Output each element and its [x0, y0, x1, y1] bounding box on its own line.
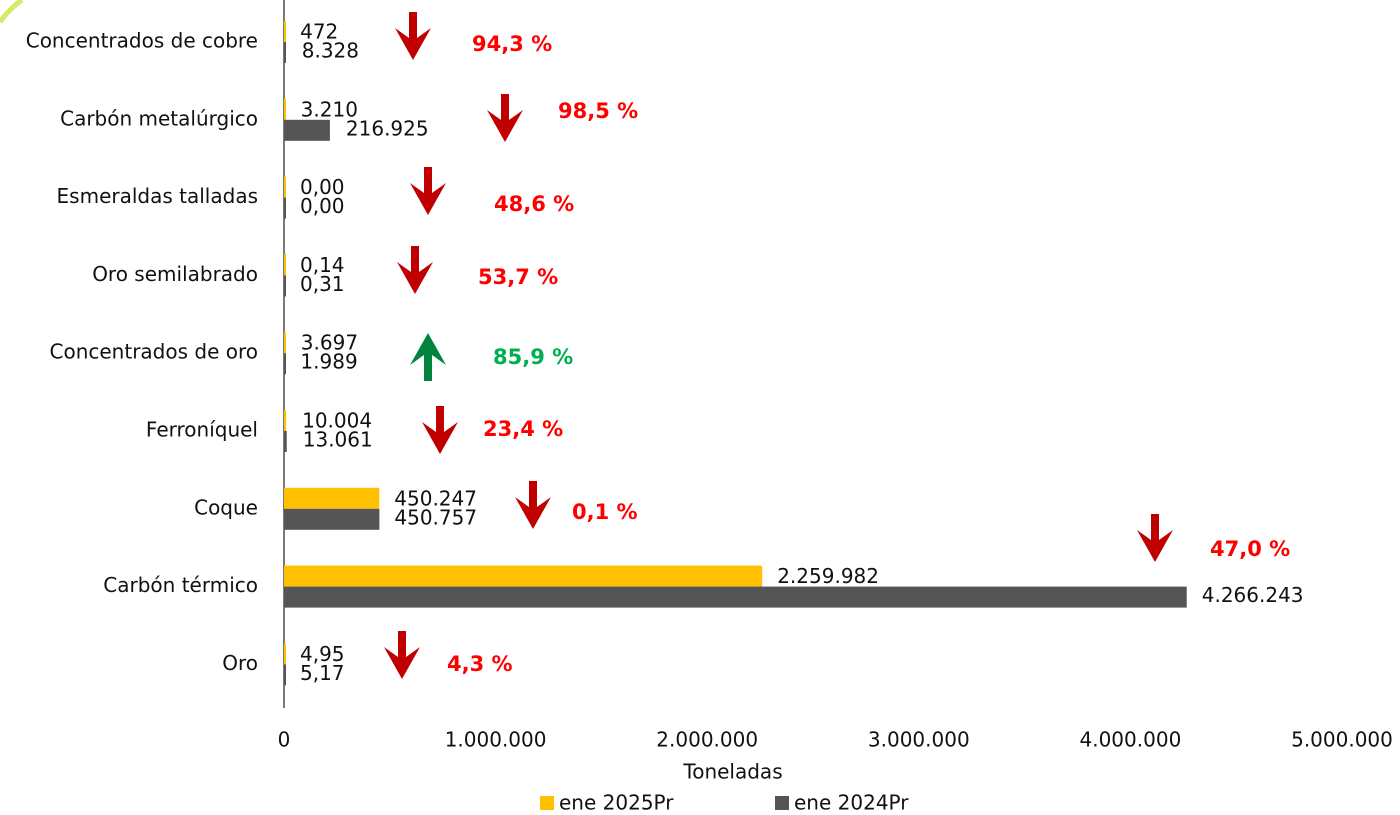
bar: [284, 643, 286, 665]
percent-change: 47,0 %: [1210, 537, 1290, 561]
corner-decoration: [0, 0, 24, 24]
bar: [284, 119, 330, 141]
trend-arrow: [410, 333, 446, 381]
y-tick-label: Oro semilabrado: [92, 262, 258, 286]
value-label: 4.266.243: [1202, 583, 1304, 607]
legend-swatch: [540, 796, 554, 810]
trend-arrow: [422, 406, 458, 454]
percent-change: 48,6 %: [494, 192, 574, 216]
percent-change: 4,3 %: [447, 652, 513, 676]
bar: [284, 42, 286, 63]
y-tick-label: Oro: [222, 651, 258, 675]
bar: [284, 586, 1187, 608]
bar: [284, 176, 286, 198]
bar: [284, 487, 380, 509]
percent-change: 53,7 %: [478, 265, 558, 289]
bar: [284, 21, 286, 42]
x-tick-label: 4.000.000: [1080, 728, 1182, 752]
value-label: 3.697: [301, 331, 358, 355]
value-label: 0,00: [300, 175, 345, 199]
trend-arrow: [410, 167, 446, 215]
percent-change: 94,3 %: [472, 32, 552, 56]
legend-swatch: [775, 796, 789, 810]
percent-change: 98,5 %: [558, 99, 638, 123]
value-label: 0,14: [300, 253, 345, 277]
bar: [284, 353, 286, 375]
trend-arrow: [487, 94, 523, 142]
trend-arrow: [1137, 514, 1173, 562]
y-tick-label: Carbón térmico: [103, 573, 258, 597]
value-label: 216.925: [346, 116, 429, 140]
trend-arrow: [395, 12, 431, 60]
bar: [284, 431, 287, 452]
trend-arrow: [515, 481, 551, 529]
value-label: 472: [300, 20, 338, 44]
x-tick-label: 0: [278, 728, 291, 752]
value-label: 13.061: [303, 428, 373, 452]
bar: [284, 254, 286, 276]
value-label: 3.210: [301, 97, 358, 121]
y-tick-label: Concentrados de oro: [50, 340, 259, 364]
value-label: 0,31: [300, 272, 345, 296]
bar: [284, 275, 286, 297]
y-tick-label: Ferroníquel: [146, 418, 258, 442]
y-tick-label: Carbón metalúrgico: [60, 106, 258, 130]
y-tick-label: Esmeraldas talladas: [57, 184, 258, 208]
bar: [284, 565, 763, 587]
value-label: 2.259.982: [777, 564, 879, 588]
y-tick-label: Coque: [194, 495, 258, 519]
value-label: 0,00: [300, 194, 345, 218]
x-tick-label: 3.000.000: [868, 728, 970, 752]
x-tick-label: 2.000.000: [656, 728, 758, 752]
legend-label: ene 2024Pr: [794, 791, 909, 815]
bar: [284, 332, 286, 354]
value-label: 4,95: [300, 642, 345, 666]
y-tick-label: Concentrados de cobre: [26, 29, 258, 53]
x-tick-label: 5.000.000: [1291, 728, 1393, 752]
bar: [284, 508, 380, 530]
bar: [284, 410, 287, 431]
x-axis-label: Toneladas: [682, 760, 782, 784]
percent-change: 23,4 %: [483, 417, 563, 441]
legend-label: ene 2025Pr: [559, 791, 674, 815]
trend-arrow: [397, 246, 433, 294]
bar: [284, 98, 286, 120]
value-label: 450.247: [394, 486, 477, 510]
trend-arrow: [384, 631, 420, 679]
x-tick-label: 1.000.000: [445, 728, 547, 752]
bar: [284, 197, 286, 219]
value-label: 10.004: [302, 409, 372, 433]
percent-change: 85,9 %: [493, 345, 573, 369]
value-label: 5,17: [300, 661, 345, 685]
value-label: 8.328: [302, 39, 359, 63]
bar: [284, 664, 286, 686]
value-label: 450.757: [394, 505, 477, 529]
value-label: 1.989: [300, 350, 357, 374]
percent-change: 0,1 %: [572, 500, 638, 524]
